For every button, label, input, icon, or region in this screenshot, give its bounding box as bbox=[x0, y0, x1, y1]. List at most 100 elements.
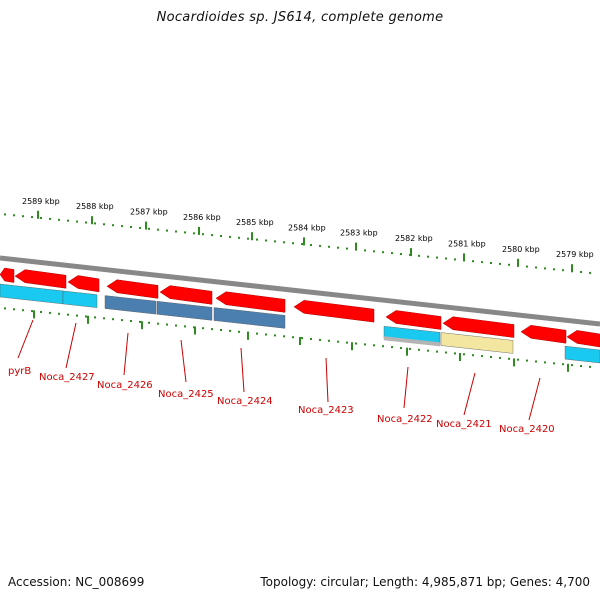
tick-dot bbox=[130, 226, 132, 228]
tick-dot bbox=[4, 307, 6, 310]
tick-dot bbox=[292, 336, 294, 339]
tick-dot bbox=[319, 244, 321, 247]
tick-dot bbox=[589, 271, 591, 274]
tick-dot bbox=[211, 328, 213, 331]
gene-label: Noca_2420 bbox=[499, 424, 555, 435]
tick-dot bbox=[355, 342, 357, 345]
tick-dot bbox=[229, 235, 231, 238]
tick-dot bbox=[310, 244, 312, 246]
tick-dot bbox=[148, 227, 150, 230]
gene-block-reverse bbox=[104, 295, 157, 315]
tick-dot bbox=[454, 258, 456, 261]
map-title: Nocardioides sp. JS614, complete genome bbox=[156, 10, 444, 25]
tick-dot bbox=[202, 327, 204, 330]
kbp-label: 2581 kbp bbox=[448, 239, 486, 248]
gene-label: Noca_2422 bbox=[377, 414, 433, 425]
kbp-label: 2586 kbp bbox=[183, 213, 221, 222]
gene-arrow-forward bbox=[106, 279, 159, 299]
tick-dot bbox=[76, 314, 78, 317]
tick-dot bbox=[346, 247, 348, 250]
accession-text: Accession: NC_008699 bbox=[8, 575, 145, 589]
tick-dot bbox=[454, 352, 456, 355]
tick-dot bbox=[472, 260, 474, 263]
tick-dot bbox=[31, 310, 33, 313]
tick-dot bbox=[544, 267, 546, 270]
kbp-label: 2583 kbp bbox=[340, 229, 378, 238]
tick-dot bbox=[22, 309, 24, 312]
tick-dot bbox=[94, 316, 96, 319]
tick-dot bbox=[508, 357, 510, 360]
tick-dot bbox=[445, 351, 447, 354]
tick-dot bbox=[337, 246, 339, 249]
tick-dot bbox=[301, 243, 303, 246]
tick-dot bbox=[139, 320, 141, 323]
tick-dot bbox=[265, 333, 267, 336]
leader-line bbox=[17, 319, 34, 359]
tick-dot bbox=[427, 349, 429, 352]
tick-dot bbox=[391, 346, 393, 349]
tick-dot bbox=[562, 363, 564, 366]
outer-tick-ring bbox=[4, 210, 591, 274]
gene-arrow-forward bbox=[67, 275, 100, 293]
tick-dot bbox=[67, 219, 69, 222]
tick-dot bbox=[121, 319, 123, 322]
tick-dot bbox=[427, 255, 429, 258]
tick-dot bbox=[580, 271, 582, 273]
tick-dot bbox=[481, 261, 483, 264]
kbp-label: 2588 kbp bbox=[76, 202, 114, 211]
tick-dot bbox=[157, 228, 159, 231]
gene-arrow-forward bbox=[0, 267, 15, 283]
tick-dot bbox=[571, 364, 573, 367]
forward-gene-track bbox=[0, 267, 600, 348]
tick-dot bbox=[580, 365, 582, 367]
tick-dot bbox=[220, 329, 222, 331]
tick-dot bbox=[328, 339, 330, 342]
tick-dot bbox=[364, 343, 366, 346]
tick-dot bbox=[418, 348, 420, 351]
tick-dot bbox=[373, 344, 375, 347]
kbp-label: 2589 kbp bbox=[22, 197, 60, 206]
tick-dot bbox=[499, 262, 501, 265]
tick-dot bbox=[535, 360, 537, 363]
tick-dot bbox=[337, 340, 339, 343]
tick-dot bbox=[175, 230, 177, 233]
kbp-label: 2579 kbp bbox=[556, 250, 594, 259]
tick-dot bbox=[112, 224, 114, 227]
tick-dot bbox=[58, 312, 60, 315]
tick-dot bbox=[301, 337, 303, 340]
tick-dot bbox=[202, 233, 204, 236]
tick-dot bbox=[553, 268, 555, 271]
gene-label: Noca_2425 bbox=[158, 389, 214, 400]
tick-dot bbox=[445, 257, 447, 260]
tick-dot bbox=[418, 254, 420, 257]
gene-arrow-forward bbox=[385, 310, 442, 330]
tick-dot bbox=[40, 217, 42, 219]
gene-block-reverse bbox=[62, 290, 98, 308]
tick-dot bbox=[211, 234, 213, 237]
tick-dot bbox=[220, 235, 222, 237]
gene-block-reverse bbox=[156, 301, 213, 321]
leader-line bbox=[325, 357, 329, 403]
gene-label: Noca_2421 bbox=[436, 419, 492, 430]
backbone-ring bbox=[0, 255, 600, 327]
leader-line bbox=[180, 339, 187, 383]
tick-dot bbox=[67, 313, 69, 316]
tick-dot bbox=[139, 226, 141, 229]
tick-dot bbox=[481, 355, 483, 358]
gene-arrow-forward bbox=[159, 285, 213, 305]
tick-dot bbox=[436, 256, 438, 259]
tick-dot bbox=[103, 317, 105, 320]
gene-block-gray bbox=[384, 336, 440, 347]
gene-label: pyrB bbox=[8, 366, 31, 377]
gene-arrow-forward bbox=[293, 300, 375, 323]
leader-line bbox=[240, 347, 245, 393]
tick-dot bbox=[328, 245, 330, 248]
inner-tick-ring bbox=[4, 307, 591, 372]
tick-dot bbox=[58, 218, 60, 221]
tick-dot bbox=[562, 269, 564, 272]
leader-line bbox=[403, 366, 409, 409]
backbone-line bbox=[0, 255, 600, 327]
gene-arrow-forward bbox=[442, 316, 515, 338]
tick-dot bbox=[175, 324, 177, 327]
